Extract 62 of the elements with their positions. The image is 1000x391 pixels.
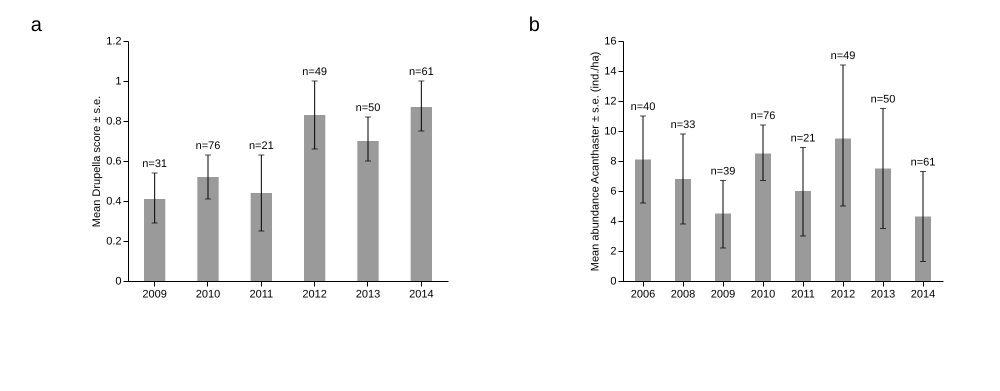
annotation: n=50 <box>356 102 380 114</box>
bar <box>304 115 326 281</box>
annotation: n=21 <box>248 140 274 152</box>
y-tick-label: 12 <box>604 96 616 108</box>
bar <box>795 191 811 281</box>
y-axis-title: Mean Drupella score ± s.e. <box>91 96 104 228</box>
y-tick-label: 1.2 <box>106 36 122 48</box>
y-axis-title: Mean abundance Acanthaster ± s.e. (ind./ha) <box>589 52 602 272</box>
bar <box>144 199 166 281</box>
y-tick-label: 1 <box>115 76 122 88</box>
annotation: n=76 <box>750 110 776 122</box>
annotation: n=31 <box>142 158 168 170</box>
bar <box>250 193 272 281</box>
x-tick-label: 2014 <box>409 288 434 300</box>
y-tick-label: 0.8 <box>106 116 122 128</box>
y-tick-label: 14 <box>604 66 616 78</box>
x-tick-label: 2006 <box>630 288 656 300</box>
annotation: n=33 <box>670 119 696 131</box>
x-tick-label: 2009 <box>710 288 736 300</box>
bar <box>410 107 432 281</box>
y-tick-label: 8 <box>610 156 616 168</box>
y-tick-label: 0 <box>115 276 122 288</box>
bar <box>675 179 691 281</box>
y-tick-label: 0 <box>610 276 616 288</box>
bar <box>915 216 931 281</box>
x-tick-label: 2009 <box>142 288 167 300</box>
annotation: n=76 <box>196 140 220 152</box>
y-tick-label: 4 <box>610 216 616 228</box>
chart-title: a <box>30 14 43 36</box>
x-tick-label: 2011 <box>250 288 274 300</box>
x-tick-label: 2010 <box>196 288 220 300</box>
y-tick-label: 0.2 <box>106 236 122 248</box>
y-tick-label: 10 <box>604 126 616 138</box>
chart-title: b <box>528 14 540 36</box>
x-tick-label: 2012 <box>830 288 856 300</box>
annotation: n=39 <box>710 166 736 178</box>
x-tick-label: 2013 <box>356 288 380 300</box>
annotation: n=21 <box>790 132 816 144</box>
bar <box>197 177 219 281</box>
annotation: n=50 <box>870 94 896 106</box>
x-tick-label: 2008 <box>670 288 696 300</box>
bar <box>875 168 891 281</box>
y-tick-label: 0.6 <box>106 156 122 168</box>
x-tick-label: 2010 <box>750 288 776 300</box>
y-tick-label: 16 <box>604 36 616 48</box>
x-tick-label: 2013 <box>870 288 896 300</box>
bar <box>755 154 771 281</box>
bar <box>835 138 851 281</box>
bar <box>357 141 379 281</box>
annotation: n=61 <box>910 156 936 168</box>
annotation: n=49 <box>830 50 856 62</box>
y-tick-label: 6 <box>610 186 616 198</box>
y-tick-label: 0.4 <box>106 196 122 208</box>
annotation: n=49 <box>302 66 328 78</box>
y-tick-label: 2 <box>610 246 616 258</box>
bar <box>635 160 651 281</box>
x-tick-label: 2014 <box>910 288 936 300</box>
x-tick-label: 2011 <box>791 288 815 300</box>
x-tick-label: 2012 <box>302 288 327 300</box>
annotation: n=40 <box>630 101 656 113</box>
bar <box>715 214 731 281</box>
annotation: n=61 <box>408 66 434 78</box>
